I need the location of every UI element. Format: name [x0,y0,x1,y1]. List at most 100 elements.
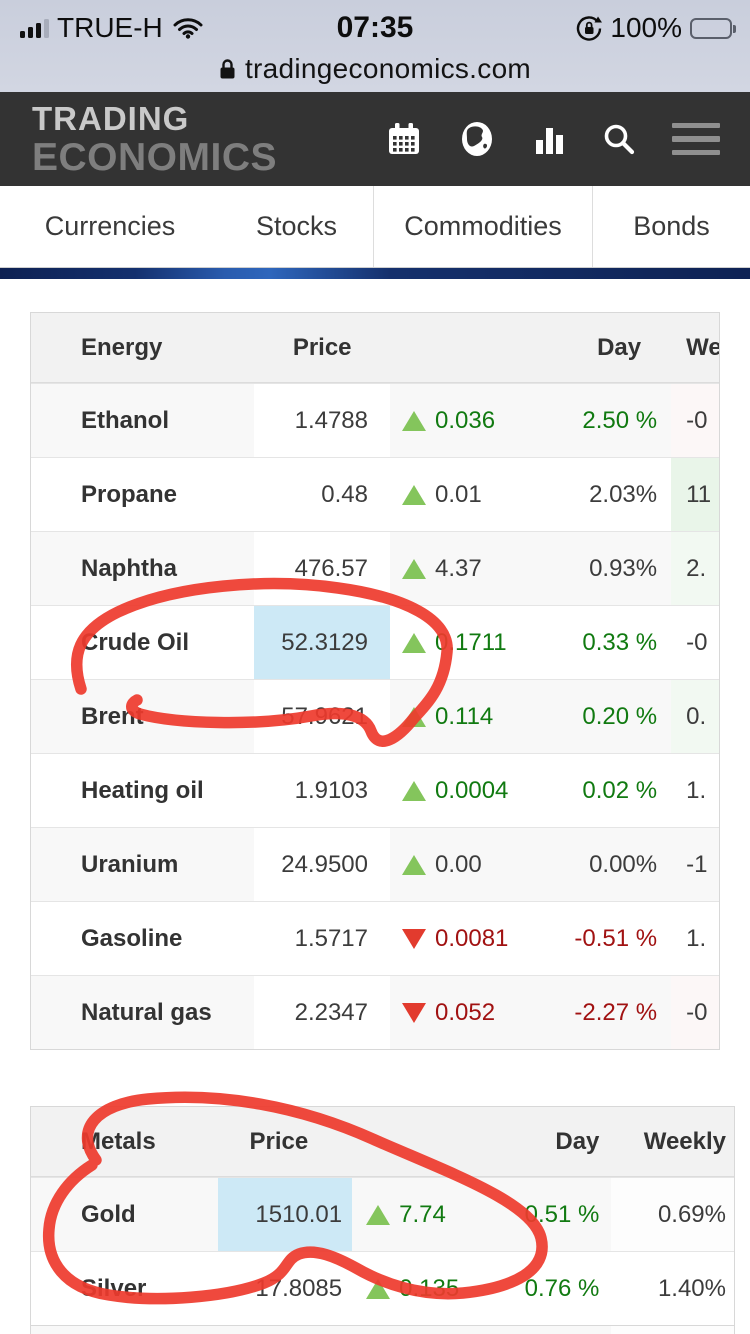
commodity-name[interactable]: Natural gas [81,998,212,1026]
change-value: 0.135 [399,1274,460,1302]
banner-stripe [0,268,750,279]
rotation-lock-icon [576,15,603,41]
weekly-percent: 1. [686,924,707,952]
day-percent: 0.51 % [524,1200,600,1228]
commodity-name[interactable]: Brent [81,702,144,730]
change-value: 0.036 [435,406,496,434]
day-percent: 0.00% [589,850,658,878]
col-header-change [352,1107,490,1176]
weekly-percent: 1.40% [657,1274,726,1302]
commodity-name[interactable]: Heating oil [81,776,204,804]
col-header-weekly[interactable]: Weekly [643,1127,726,1155]
commodity-name[interactable]: Uranium [81,850,179,878]
table-row-gold[interactable]: Gold 1510.01 7.74 0.51 % 0.69% [31,1177,734,1251]
change-triangle-icon [402,780,426,801]
day-percent: 0.93% [589,554,658,582]
table-row[interactable]: Natural gas 2.2347 0.052 -2.27 % -0 [31,975,720,1049]
col-header-price[interactable]: Price [249,1127,309,1155]
change-triangle-icon [402,1002,426,1023]
price-value: 24.9500 [254,828,390,901]
price-value-highlighted: 1510.01 [217,1178,353,1251]
menu-icon[interactable] [672,122,720,156]
change-value: 0.114 [435,702,494,730]
col-header-price[interactable]: Price [292,333,352,361]
table-row[interactable]: Heating oil 1.9103 0.0004 0.02 % 1. [31,753,719,827]
carrier-label: TRUE-H [57,12,163,43]
status-bar: 07:35 TRUE-H [0,0,750,92]
trading-economics-logo[interactable]: TRADING ECONOMICS [32,99,278,179]
weekly-percent: -1 [686,850,708,878]
table-row[interactable]: Silver 17.8085 0.135 0.76 % 1.40% [31,1251,734,1325]
change-value: 0.0004 [435,776,509,804]
category-nav: Currencies Stocks Commodities Bonds [0,186,750,268]
cell-signal-icon [20,18,49,38]
commodity-name[interactable]: Gold [81,1200,136,1228]
table-row[interactable]: Naphtha 476.57 4.37 0.93% 2. [31,531,720,605]
weekly-percent: 1. [686,776,707,804]
url-text: tradingeconomics.com [244,53,532,84]
commodity-name[interactable]: Silver [81,1274,147,1302]
table-row[interactable]: Gasoline 1.5717 0.0081 -0.51 % 1. [31,901,719,975]
weekly-percent: 11 [671,458,720,531]
col-header-metals[interactable]: Metals [81,1127,156,1155]
search-icon[interactable] [602,122,636,156]
table-row[interactable]: Brent 57.9621 0.114 0.20 % 0. [31,679,720,753]
price-value-highlighted: 52.3129 [254,606,390,679]
weekly-percent: -0 [686,628,708,656]
calendar-icon[interactable] [386,121,422,157]
energy-table-header: Energy Price Day Weekly [31,313,719,383]
change-triangle-icon [402,928,426,949]
day-percent: 0.20 % [582,702,658,730]
price-value: 2.2347 [254,976,390,1049]
col-header-energy[interactable]: Energy [81,333,163,361]
commodity-name[interactable]: Crude Oil [81,628,190,656]
commodity-name[interactable]: Naphtha [81,554,177,582]
change-value: 0.0081 [435,924,509,952]
commodity-name[interactable]: Ethanol [81,406,169,434]
weekly-percent: 0.69% [611,1178,734,1251]
commodity-name[interactable]: Gasoline [81,924,183,952]
metals-table-header: Metals Price Day Weekly [31,1107,734,1177]
price-value: 1.9103 [254,754,390,827]
globe-icon[interactable] [458,120,496,158]
tab-bonds[interactable]: Bonds [592,186,750,267]
table-row[interactable]: Propane 0.48 0.01 2.03% 11 [31,457,720,531]
change-triangle-icon [402,632,426,653]
commodity-name[interactable]: Propane [81,480,178,508]
day-percent: 0.02 % [582,776,658,804]
battery-percent-label: 100% [610,12,682,43]
table-row-crude-oil[interactable]: Crude Oil 52.3129 0.1711 0.33 % -0 [31,605,719,679]
change-value: 0.1711 [435,628,507,656]
change-triangle-icon [402,558,426,579]
price-value: 476.57 [254,532,390,605]
price-value: 0.48 [254,458,390,531]
change-value: 7.74 [399,1200,446,1228]
change-value: 4.37 [435,554,482,582]
change-value: 0.00 [435,850,482,878]
wifi-icon [173,17,203,39]
change-triangle-icon [366,1278,391,1299]
price-value: 17.8085 [217,1252,353,1325]
table-row-partial [31,1325,734,1334]
day-percent: 2.50 % [582,406,658,434]
table-row[interactable]: Uranium 24.9500 0.00 0.00% -1 [31,827,719,901]
day-percent: 0.33 % [582,628,658,656]
weekly-percent: -0 [671,976,720,1049]
change-triangle-icon [402,854,426,875]
app-header: TRADING ECONOMICS [0,92,750,186]
energy-table: Energy Price Day Weekly Ethanol 1.4788 0… [30,312,720,1050]
address-bar[interactable]: tradingeconomics.com [0,46,750,92]
price-value: 57.9621 [254,680,390,753]
col-header-day[interactable]: Day [555,1127,600,1155]
tab-currencies[interactable]: Currencies [44,211,176,241]
ssl-lock-icon [219,58,236,80]
bar-chart-icon[interactable] [532,124,566,154]
weekly-percent: 0. [671,680,720,753]
day-percent: 0.76 % [524,1274,600,1302]
tab-stocks[interactable]: Stocks [255,211,338,241]
tab-commodities[interactable]: Commodities [373,186,592,267]
col-header-weekly[interactable]: Weekly [686,333,719,361]
table-row[interactable]: Ethanol 1.4788 0.036 2.50 % -0 [31,383,720,457]
col-header-day[interactable]: Day [597,333,642,361]
